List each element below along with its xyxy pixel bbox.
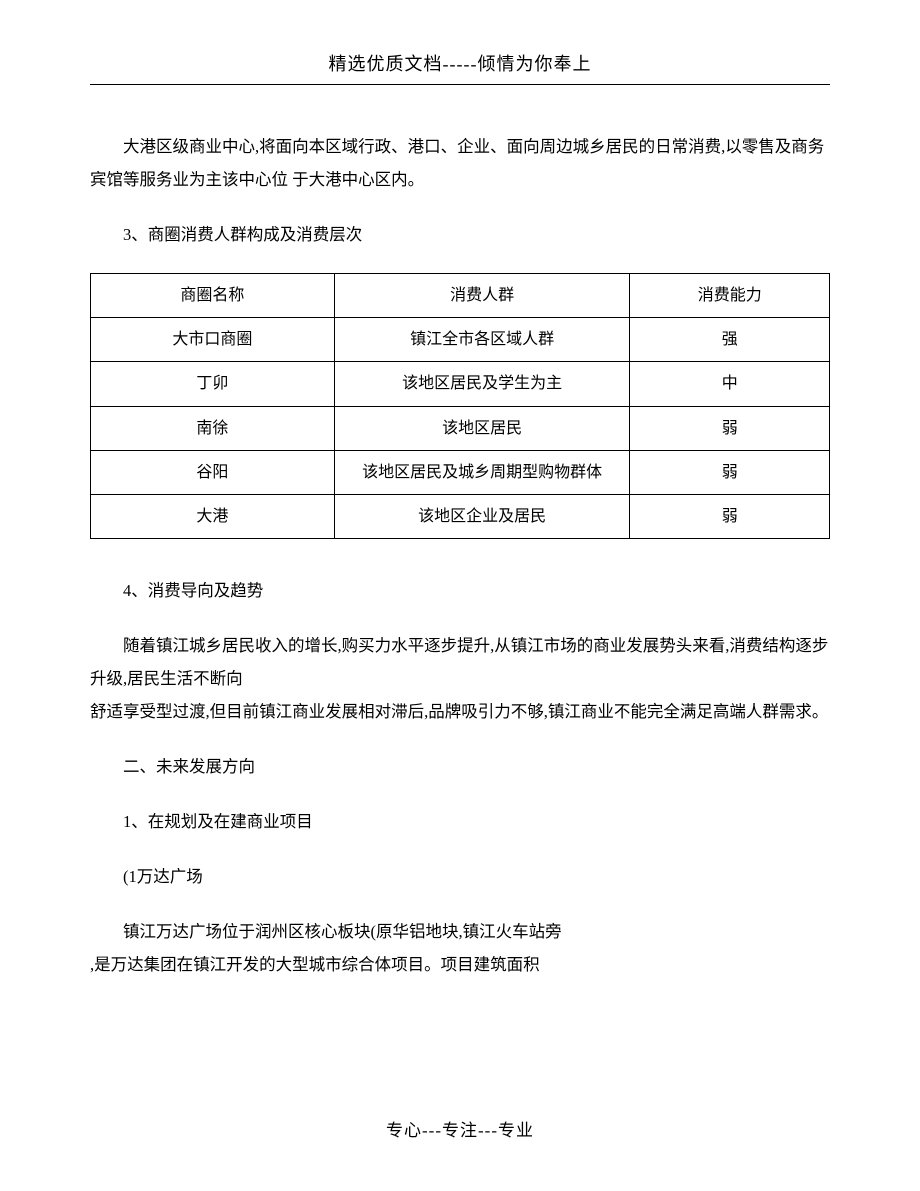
table-cell: 弱 bbox=[630, 406, 830, 450]
paragraph-4-block: 随着镇江城乡居民收入的增长,购买力水平逐步提升,从镇江市场的商业发展势头来看,消… bbox=[90, 629, 830, 728]
page-header: 精选优质文档-----倾情为你奉上 bbox=[90, 50, 830, 85]
section-4-title: 4、消费导向及趋势 bbox=[90, 574, 830, 607]
section-2-1-title: 1、在规划及在建商业项目 bbox=[90, 805, 830, 838]
table-cell: 镇江全市各区域人群 bbox=[334, 318, 630, 362]
section-2-title: 二、未来发展方向 bbox=[90, 750, 830, 783]
paragraph-4a: 随着镇江城乡居民收入的增长,购买力水平逐步提升,从镇江市场的商业发展势头来看,消… bbox=[90, 629, 830, 695]
table-cell: 弱 bbox=[630, 494, 830, 538]
table-row: 大市口商圈 镇江全市各区域人群 强 bbox=[91, 318, 830, 362]
table-cell: 谷阳 bbox=[91, 450, 335, 494]
table-row: 南徐 该地区居民 弱 bbox=[91, 406, 830, 450]
table-cell: 该地区居民及学生为主 bbox=[334, 362, 630, 406]
commerce-table: 商圈名称 消费人群 消费能力 大市口商圈 镇江全市各区域人群 强 丁卯 该地区居… bbox=[90, 273, 830, 539]
table-cell: 丁卯 bbox=[91, 362, 335, 406]
table-cell: 大市口商圈 bbox=[91, 318, 335, 362]
table-cell: 弱 bbox=[630, 450, 830, 494]
paragraph-8a: 镇江万达广场位于润州区核心板块(原华铝地块,镇江火车站旁 bbox=[90, 915, 830, 948]
table-cell: 南徐 bbox=[91, 406, 335, 450]
col-header-power: 消费能力 bbox=[630, 274, 830, 318]
col-header-group: 消费人群 bbox=[334, 274, 630, 318]
table-row: 大港 该地区企业及居民 弱 bbox=[91, 494, 830, 538]
col-header-name: 商圈名称 bbox=[91, 274, 335, 318]
table-header-row: 商圈名称 消费人群 消费能力 bbox=[91, 274, 830, 318]
paragraph-intro: 大港区级商业中心,将面向本区域行政、港口、企业、面向周边城乡居民的日常消费,以零… bbox=[90, 130, 830, 196]
page-footer: 专心---专注---专业 bbox=[0, 1116, 920, 1141]
table-row: 谷阳 该地区居民及城乡周期型购物群体 弱 bbox=[91, 450, 830, 494]
table-cell: 该地区居民及城乡周期型购物群体 bbox=[334, 450, 630, 494]
item-1-title: (1万达广场 bbox=[90, 860, 830, 893]
table-cell: 大港 bbox=[91, 494, 335, 538]
paragraph-8-block: 镇江万达广场位于润州区核心板块(原华铝地块,镇江火车站旁 ,是万达集团在镇江开发… bbox=[90, 915, 830, 981]
table-row: 丁卯 该地区居民及学生为主 中 bbox=[91, 362, 830, 406]
table-cell: 该地区居民 bbox=[334, 406, 630, 450]
paragraph-8b: ,是万达集团在镇江开发的大型城市综合体项目。项目建筑面积 bbox=[90, 948, 830, 981]
paragraph-4b: 舒适享受型过渡,但目前镇江商业发展相对滞后,品牌吸引力不够,镇江商业不能完全满足… bbox=[90, 695, 830, 728]
table-cell: 强 bbox=[630, 318, 830, 362]
table-cell: 中 bbox=[630, 362, 830, 406]
table-cell: 该地区企业及居民 bbox=[334, 494, 630, 538]
section-3-title: 3、商圈消费人群构成及消费层次 bbox=[90, 218, 830, 251]
